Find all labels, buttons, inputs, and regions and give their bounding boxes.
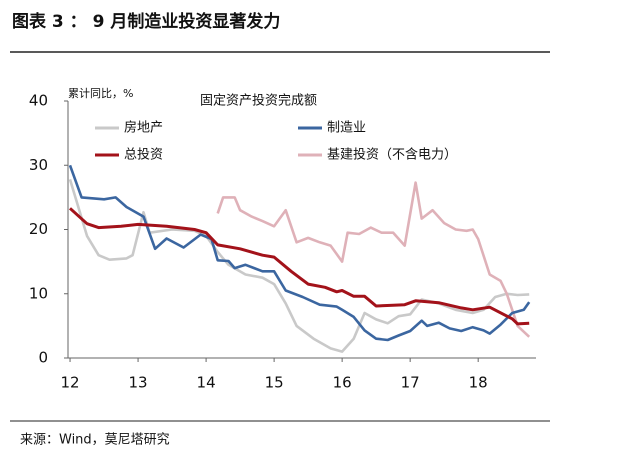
- source: 来源：Wind，莫尼塔研究: [20, 433, 170, 448]
- y-tick-label: 30: [29, 156, 48, 174]
- x-tick-label: 17: [401, 374, 420, 392]
- series-line: [68, 207, 530, 326]
- y-tick-label: 20: [29, 220, 48, 238]
- x-tick-label: 18: [469, 374, 488, 392]
- series-line: [68, 179, 530, 353]
- x-tick-label: 12: [60, 374, 79, 392]
- x-tick-label: 16: [333, 374, 352, 392]
- legend-label: 制造业: [327, 121, 366, 136]
- y-tick-label: 0: [38, 349, 48, 367]
- x-tick-label: 14: [197, 374, 216, 392]
- legend-label: 总投资: [124, 147, 163, 163]
- header-title: 图表 3 ： 9 月制造业投资显著发力: [12, 11, 280, 32]
- legend-label: 基建投资（不含电力）: [327, 147, 457, 163]
- y-tick-label: 10: [29, 284, 48, 302]
- y-tick-label: 40: [29, 92, 48, 110]
- series-line: [68, 164, 531, 342]
- x-tick-label: 13: [129, 374, 148, 392]
- chart-title: 固定资产投资完成额: [200, 93, 317, 109]
- series-line: [216, 181, 531, 338]
- x-tick-label: 15: [265, 374, 284, 392]
- legend-label: 房地产: [124, 120, 163, 136]
- y-axis-label: 累计同比，%: [68, 87, 133, 100]
